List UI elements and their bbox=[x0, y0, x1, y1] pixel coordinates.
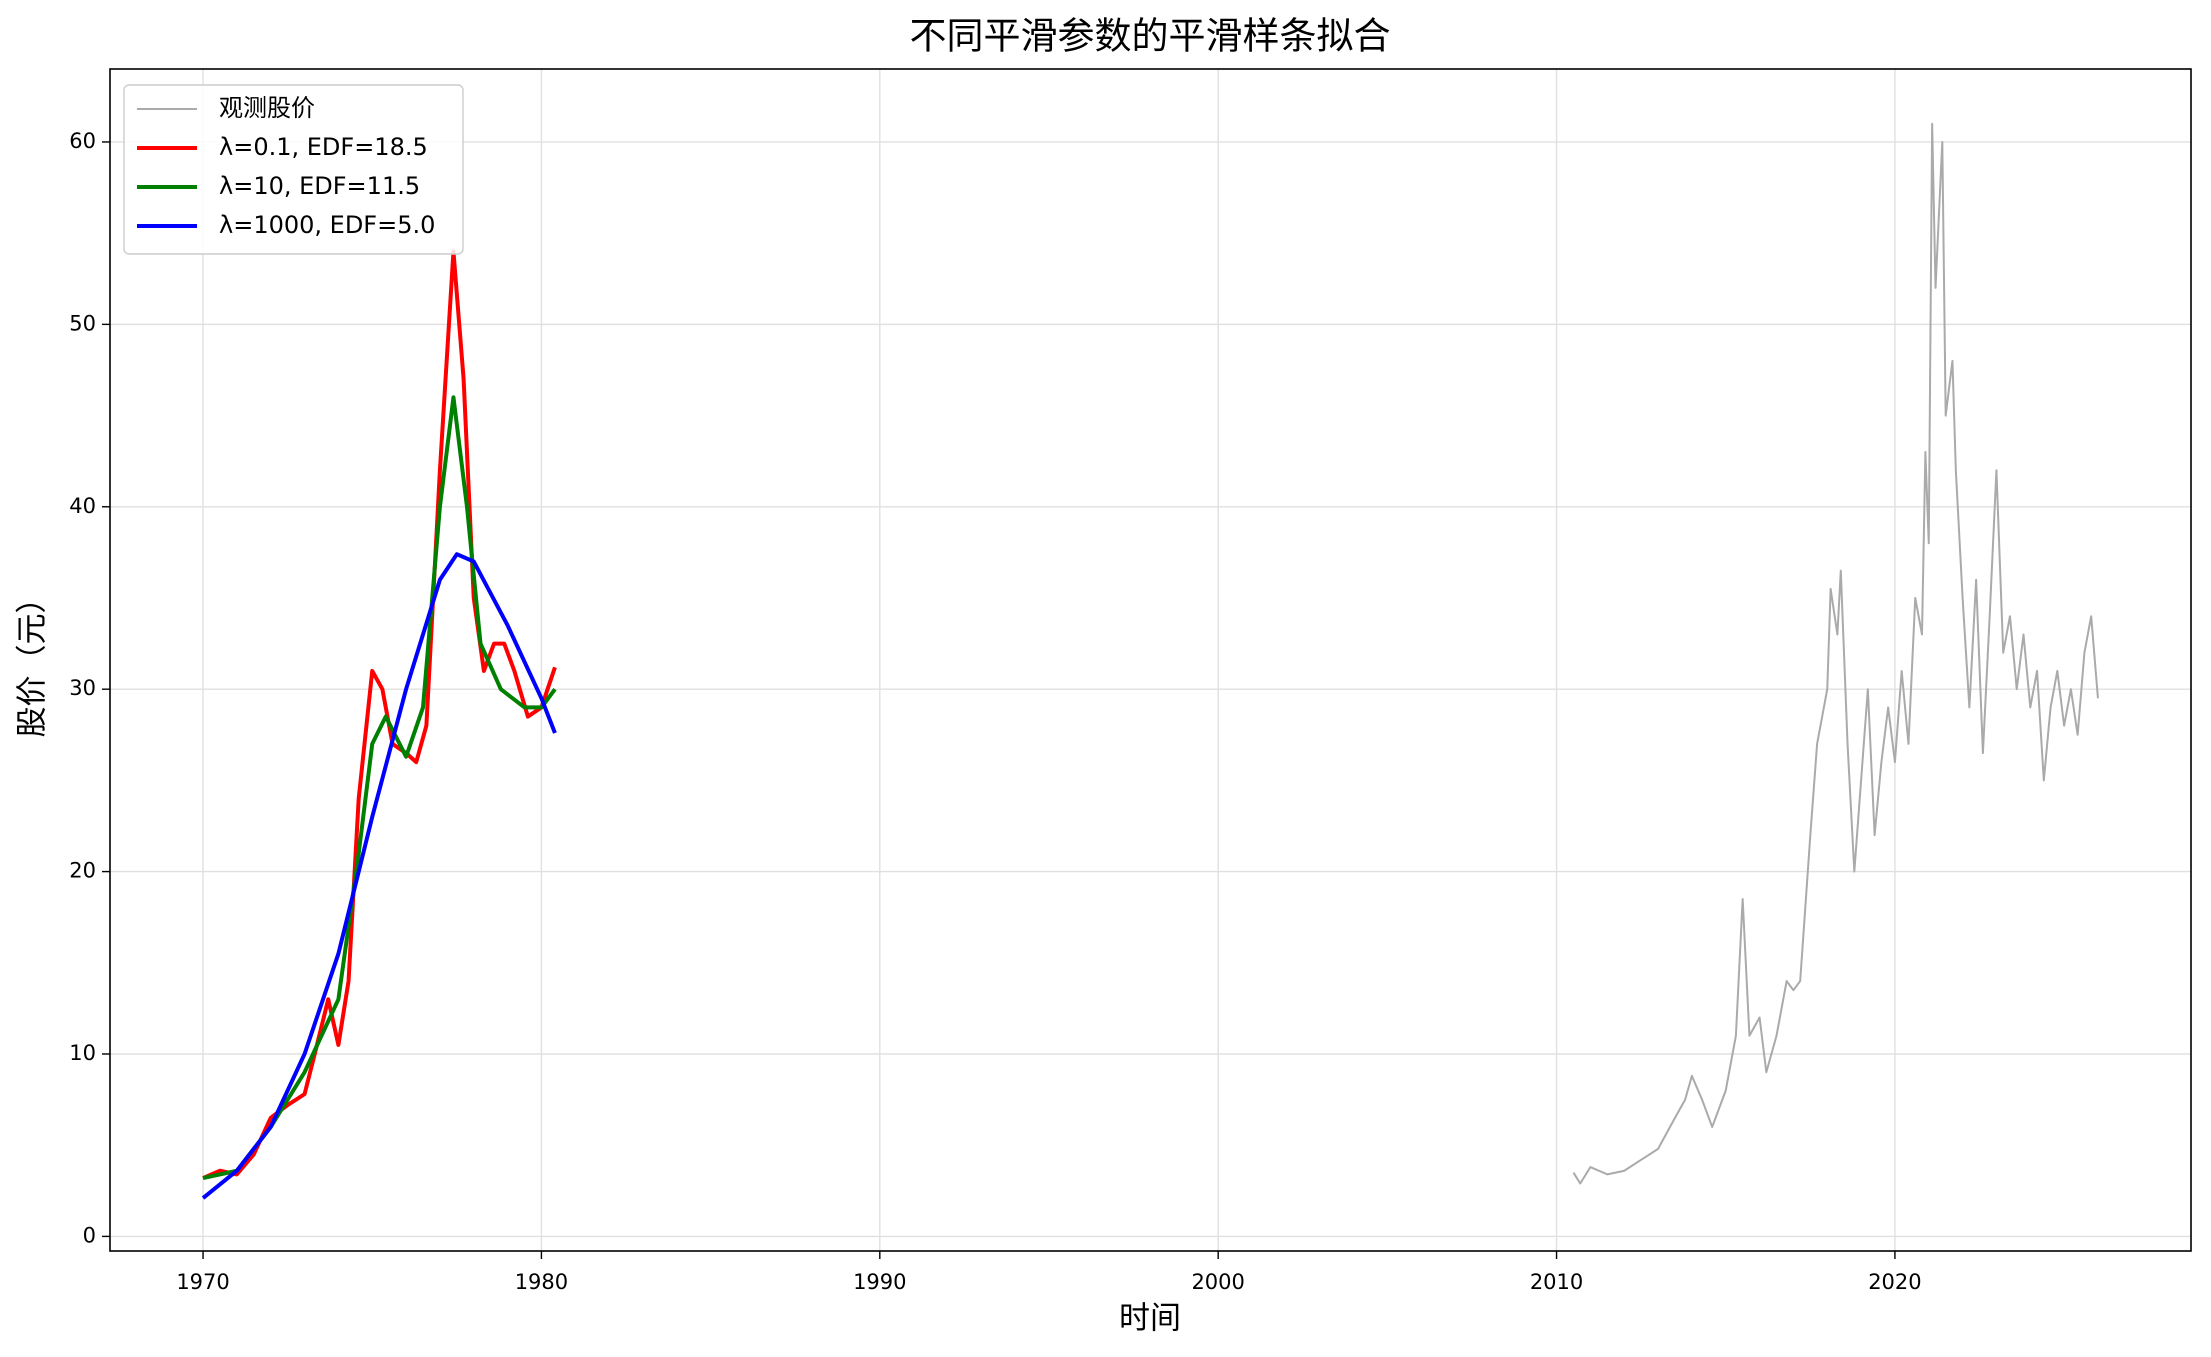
series-line bbox=[201, 552, 557, 1200]
chart-title: 不同平滑参数的平滑样条拟合 bbox=[910, 15, 1391, 58]
legend-label: λ=10, EDF=11.5 bbox=[219, 172, 420, 200]
x-tick-label: 1990 bbox=[853, 1270, 906, 1294]
x-tick-label: 1980 bbox=[515, 1270, 568, 1294]
series-line bbox=[1572, 122, 2099, 1185]
legend-label: λ=0.1, EDF=18.5 bbox=[219, 133, 428, 161]
y-tick-label: 20 bbox=[69, 859, 96, 883]
legend-label: 观测股价 bbox=[219, 94, 315, 122]
x-tick-label: 2010 bbox=[1530, 1270, 1583, 1294]
series-line bbox=[202, 395, 557, 1180]
legend-label: λ=1000, EDF=5.0 bbox=[219, 211, 435, 239]
plot-frame bbox=[109, 68, 2192, 1252]
y-tick-label: 60 bbox=[69, 129, 96, 153]
y-tick-label: 0 bbox=[83, 1223, 96, 1247]
legend-box bbox=[123, 84, 464, 255]
x-tick-label: 2000 bbox=[1191, 1270, 1244, 1294]
x-axis-label: 时间 bbox=[1119, 1301, 1181, 1337]
y-axis-label: 股价（元） bbox=[15, 583, 51, 738]
y-tick-label: 10 bbox=[69, 1041, 96, 1065]
x-tick-label: 2020 bbox=[1868, 1270, 1921, 1294]
y-tick-label: 50 bbox=[69, 311, 96, 335]
x-tick-label: 1970 bbox=[176, 1270, 229, 1294]
y-tick-label: 40 bbox=[69, 494, 96, 518]
y-tick-label: 30 bbox=[69, 676, 96, 700]
